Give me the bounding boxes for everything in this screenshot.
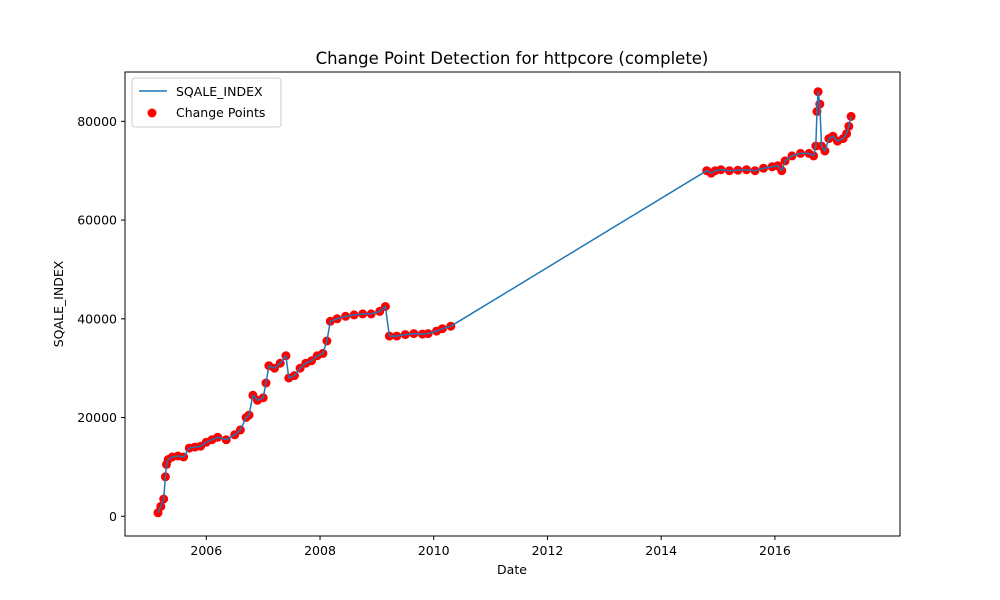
legend: SQALE_INDEX Change Points: [132, 78, 281, 127]
y-tick-label: 80000: [77, 114, 117, 129]
x-tick-label: 2012: [532, 543, 564, 558]
legend-label-sqale: SQALE_INDEX: [176, 84, 263, 99]
y-tick-label: 0: [109, 509, 117, 524]
x-tick-label: 2010: [418, 543, 450, 558]
chart-title: Change Point Detection for httpcore (com…: [316, 49, 709, 68]
x-tick-label: 2014: [645, 543, 677, 558]
x-tick-label: 2006: [190, 543, 222, 558]
x-tick-label: 2016: [759, 543, 791, 558]
y-axis-label: SQALE_INDEX: [51, 260, 66, 347]
y-tick-label: 40000: [77, 311, 117, 326]
y-tick-label: 20000: [77, 410, 117, 425]
legend-label-change-points: Change Points: [176, 105, 265, 120]
y-tick-label: 60000: [77, 213, 117, 228]
x-tick-label: 2008: [304, 543, 336, 558]
x-axis-label: Date: [497, 562, 527, 577]
legend-marker-swatch: [148, 109, 157, 118]
